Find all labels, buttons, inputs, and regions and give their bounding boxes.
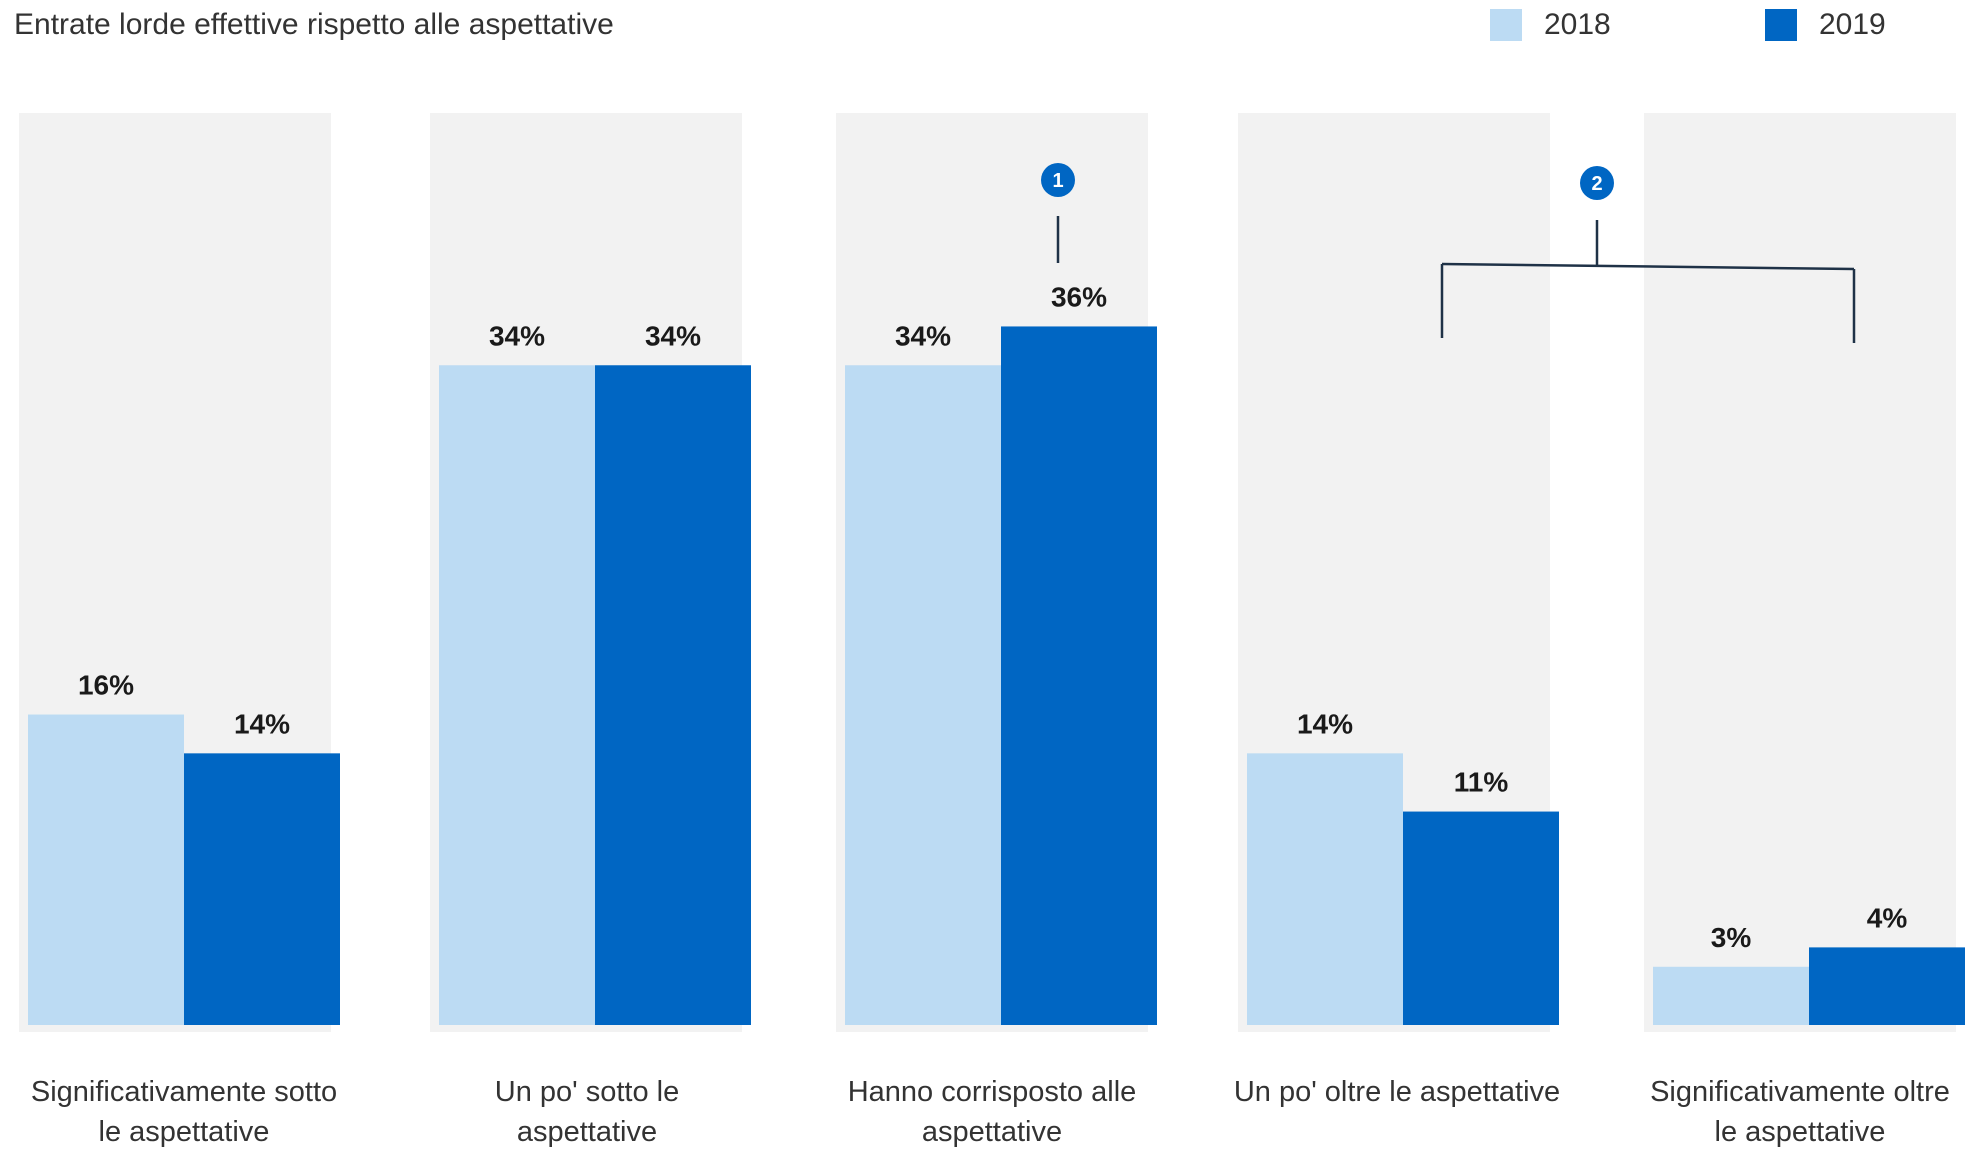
annotation-1-badge-text: 1 xyxy=(1052,170,1063,192)
bar-2019-4 xyxy=(1809,947,1965,1025)
legend-label-2018: 2018 xyxy=(1544,8,1611,41)
value-label-2019-0: 14% xyxy=(234,708,290,739)
category-label-2: Hanno corrisposto alle aspettative xyxy=(847,1076,1137,1148)
legend-swatch-2019 xyxy=(1765,9,1797,41)
legend-item-2019: 2019 xyxy=(1765,8,1886,42)
bar-2018-2 xyxy=(845,365,1001,1025)
value-label-2019-4: 4% xyxy=(1867,902,1908,933)
annotation-2-bracket-bar xyxy=(1441,262,1855,271)
annotation-2-badge-text: 2 xyxy=(1591,173,1602,195)
category-label-3: Un po' oltre le aspettative xyxy=(1233,1076,1561,1108)
value-label-2019-2: 36% xyxy=(1051,281,1107,312)
category-label-0: Significativamente sotto le aspettative xyxy=(30,1076,338,1148)
value-label-2018-0: 16% xyxy=(78,670,134,701)
bar-2018-1 xyxy=(439,365,595,1025)
category-label-1: Un po' sotto le aspettative xyxy=(494,1076,680,1148)
value-label-2018-4: 3% xyxy=(1711,922,1752,953)
value-label-2019-3: 11% xyxy=(1454,767,1509,798)
bar-2019-0 xyxy=(184,753,340,1025)
category-label-4: Significativamente oltre le aspettative xyxy=(1650,1076,1950,1148)
bar-2019-2 xyxy=(1001,326,1157,1026)
bar-2019-1 xyxy=(595,365,751,1025)
legend-swatch-2018 xyxy=(1490,9,1522,41)
bar-2019-3 xyxy=(1403,811,1559,1025)
annotation-1-badge xyxy=(1041,163,1075,197)
bar-2018-4 xyxy=(1653,966,1809,1025)
bar-2018-0 xyxy=(28,714,184,1025)
value-label-2018-2: 34% xyxy=(895,320,951,351)
bar-2018-3 xyxy=(1247,753,1403,1025)
value-label-2019-1: 34% xyxy=(645,320,701,351)
legend-item-2018: 2018 xyxy=(1490,8,1611,42)
value-label-2018-1: 34% xyxy=(489,320,545,351)
legend-label-2019: 2019 xyxy=(1819,8,1886,41)
chart-title: Entrate lorde effettive rispetto alle as… xyxy=(14,8,614,41)
value-label-2018-3: 14% xyxy=(1297,708,1353,739)
annotation-2-badge xyxy=(1580,166,1614,200)
category-panel-4 xyxy=(1644,113,1956,1032)
